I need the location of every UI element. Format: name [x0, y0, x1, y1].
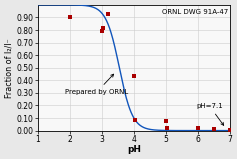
Point [212, 128, 216, 131]
Point [165, 127, 169, 129]
Text: ORNL DWG 91A-47: ORNL DWG 91A-47 [162, 9, 228, 15]
Text: Prepared by ORNL: Prepared by ORNL [65, 74, 128, 95]
Point [133, 119, 137, 121]
Point [101, 27, 105, 29]
Point [196, 127, 200, 130]
Point [68, 16, 72, 18]
Point [164, 120, 168, 122]
Point [132, 75, 136, 77]
Point [100, 29, 104, 32]
Y-axis label: Fraction of I₂/I⁻: Fraction of I₂/I⁻ [5, 38, 14, 98]
Point [228, 129, 232, 131]
Point [106, 13, 110, 16]
X-axis label: pH: pH [127, 145, 141, 154]
Text: pH=7.1: pH=7.1 [196, 103, 224, 125]
